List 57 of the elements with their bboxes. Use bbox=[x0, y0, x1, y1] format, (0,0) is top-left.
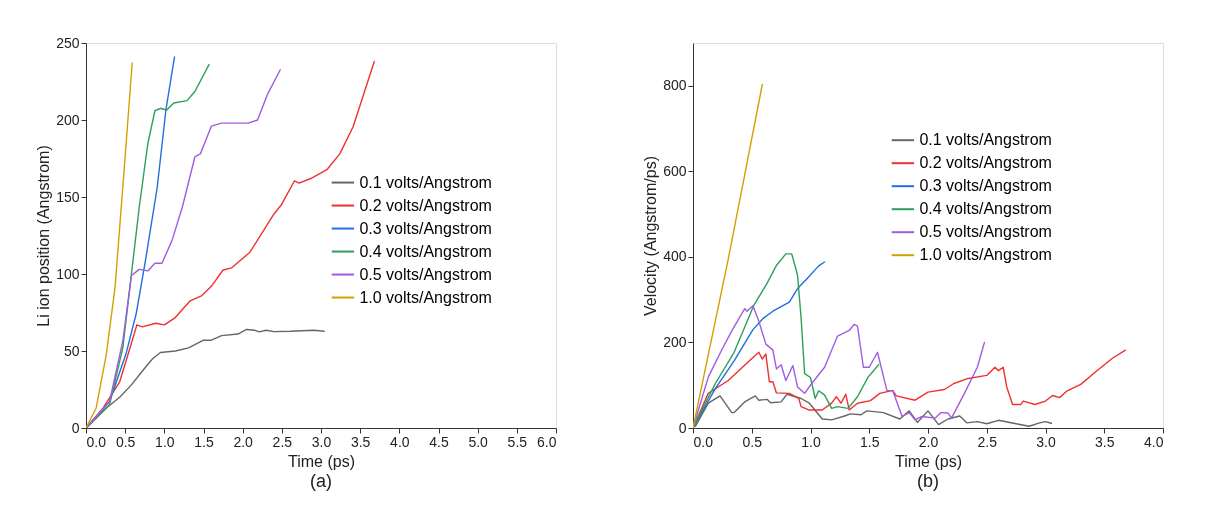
line-series bbox=[693, 304, 986, 428]
y-tick-label: 800 bbox=[663, 77, 687, 94]
legend-label: 1.0 volts/Angstrom bbox=[359, 288, 492, 306]
x-tick-label: 1.5 bbox=[860, 433, 880, 450]
x-tick-label: 2.0 bbox=[918, 433, 939, 450]
y-axis-title: Velocity (Angstrom/ps) bbox=[642, 155, 660, 317]
line-series bbox=[86, 69, 281, 428]
line-series bbox=[86, 63, 210, 428]
x-tick-label: 1.5 bbox=[194, 433, 214, 450]
x-tick-label: 4.0 bbox=[1144, 433, 1164, 450]
legend-label: 0.2 volts/Angstrom bbox=[919, 154, 1052, 172]
x-tick-label: 4.0 bbox=[390, 433, 410, 450]
legend-label: 0.5 volts/Angstrom bbox=[359, 265, 492, 283]
x-tick-label: 1.0 bbox=[801, 433, 821, 450]
x-tick-label: 3.5 bbox=[1095, 433, 1115, 450]
x-tick-label: 2.5 bbox=[977, 433, 998, 450]
x-tick-label: 0.0 bbox=[693, 433, 714, 450]
x-axis-title: Time (ps) bbox=[895, 452, 962, 470]
y-tick-label: 150 bbox=[56, 188, 80, 205]
x-tick-label: 2.5 bbox=[272, 433, 293, 450]
legend-label: 0.1 volts/Angstrom bbox=[919, 131, 1052, 149]
line-series bbox=[86, 62, 133, 428]
y-tick-label: 100 bbox=[56, 265, 80, 282]
y-tick-label: 600 bbox=[663, 162, 687, 179]
legend-label: 1.0 volts/Angstrom bbox=[919, 246, 1052, 264]
line-series bbox=[693, 253, 880, 428]
y-tick-label: 250 bbox=[56, 34, 80, 51]
y-tick-label: 200 bbox=[663, 333, 687, 350]
y-tick-label: 50 bbox=[63, 342, 80, 359]
x-tick-label: 0.5 bbox=[742, 433, 763, 450]
line-series bbox=[694, 393, 1053, 427]
x-tick-label: 0.0 bbox=[86, 433, 107, 450]
x-axis-title: Time (ps) bbox=[288, 452, 355, 470]
legend-label: 0.2 volts/Angstrom bbox=[359, 196, 492, 214]
legend-label: 0.4 volts/Angstrom bbox=[919, 200, 1052, 218]
x-tick-label: 3.0 bbox=[1036, 433, 1056, 450]
x-tick-label: 5.5 bbox=[507, 433, 528, 450]
legend-label: 0.5 volts/Angstrom bbox=[919, 223, 1052, 241]
y-tick-label: 200 bbox=[56, 111, 80, 128]
text: (a) bbox=[310, 471, 332, 491]
y-tick-label: 0 bbox=[71, 419, 80, 436]
x-tick-label: 2.0 bbox=[233, 433, 254, 450]
legend-label: 0.4 volts/Angstrom bbox=[359, 242, 492, 260]
y-tick-label: 0 bbox=[678, 419, 687, 436]
legend-label: 0.3 volts/Angstrom bbox=[359, 219, 492, 237]
x-tick-label: 3.5 bbox=[350, 433, 371, 450]
x-tick-label: 1.0 bbox=[155, 433, 175, 450]
text: (b) bbox=[917, 471, 939, 491]
legend-label: 0.1 volts/Angstrom bbox=[359, 173, 492, 191]
legend-label: 0.3 volts/Angstrom bbox=[919, 177, 1052, 195]
x-tick-label: 6.0 bbox=[537, 433, 557, 450]
y-tick-label: 400 bbox=[663, 248, 687, 265]
x-tick-label: 0.5 bbox=[115, 433, 136, 450]
y-axis-title: Li ion position (Angstrom) bbox=[35, 145, 53, 327]
x-tick-label: 4.5 bbox=[429, 433, 449, 450]
x-tick-label: 3.0 bbox=[311, 433, 332, 450]
x-tick-label: 5.0 bbox=[468, 433, 489, 450]
